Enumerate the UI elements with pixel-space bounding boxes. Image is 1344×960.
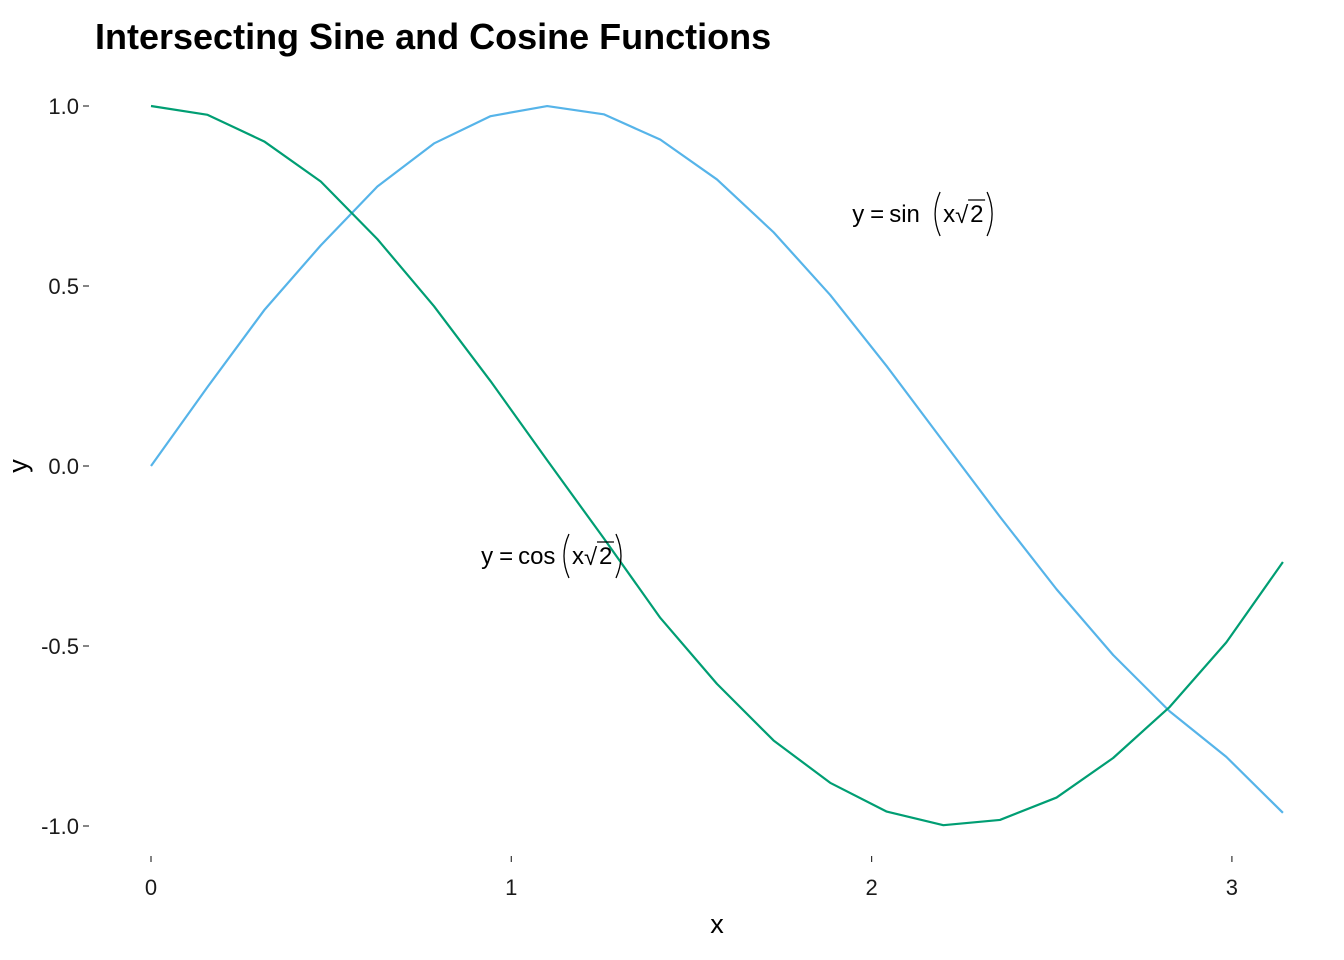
cos-point (659, 617, 661, 619)
cos-annotation-fn: cos (518, 543, 555, 570)
cos-point (829, 782, 831, 784)
cos-point (1169, 706, 1171, 708)
cos-point (999, 819, 1001, 821)
series-lines (150, 104, 1284, 827)
sin-point (999, 516, 1001, 518)
sin-point (716, 179, 718, 181)
sin-point (207, 386, 209, 388)
x-tick-label: 1 (505, 875, 517, 900)
y-tick-label: -1.0 (41, 814, 79, 839)
curve-annotations: y = sin x √ 2y = cos x √ 2 (481, 191, 993, 579)
sin-point (829, 294, 831, 296)
cos-point (490, 380, 492, 382)
sin-annotation-right-paren (986, 191, 993, 237)
cos-point (1056, 797, 1058, 799)
cos-annotation-radical: √ (584, 544, 598, 571)
cos-point (433, 305, 435, 307)
sin-annotation-lhs: y (852, 201, 864, 228)
x-tick-label: 2 (865, 875, 877, 900)
cos-point (1282, 561, 1284, 563)
sin-point (1169, 710, 1171, 712)
sin-point (433, 143, 435, 145)
y-tick-label: 1.0 (48, 94, 79, 119)
sin-point (886, 365, 888, 367)
sin-annotation-fn: sin (889, 201, 920, 228)
sin-point (603, 113, 605, 115)
sin-point (1225, 756, 1227, 758)
y-tick-label: 0.0 (48, 454, 79, 479)
chart-title: Intersecting Sine and Cosine Functions (95, 16, 771, 57)
cos-point (716, 683, 718, 685)
x-axis-ticks: 0 1 2 3 (145, 856, 1238, 900)
sin-point (659, 139, 661, 141)
y-axis-ticks: 1.0 0.5 0.0 -0.5 -1.0 (41, 94, 89, 839)
sin-point (1282, 812, 1284, 814)
sin-point (490, 115, 492, 117)
sin-point (942, 441, 944, 443)
sin-point (320, 244, 322, 246)
sin-point (546, 105, 548, 107)
x-tick-label: 3 (1226, 875, 1238, 900)
x-axis-label: x (710, 909, 724, 939)
cos-point (546, 459, 548, 461)
cos-annotation-eq: = (499, 543, 513, 570)
cos-point (263, 141, 265, 143)
cos-annotation-lhs: y (481, 543, 493, 570)
cos-point (773, 740, 775, 742)
sin-point (1056, 588, 1058, 590)
sin-annotation: y = sin x √ 2 (852, 191, 993, 237)
sin-annotation-radicand: 2 (970, 201, 983, 228)
cos-point (150, 105, 152, 107)
y-tick-label: -0.5 (41, 634, 79, 659)
cos-point (603, 537, 605, 539)
x-tick-label: 0 (145, 875, 157, 900)
cos-annotation-radicand: 2 (599, 543, 612, 570)
cos-annotation-left-paren (563, 533, 570, 579)
sin-annotation-eq: = (870, 201, 884, 228)
cos-point (376, 238, 378, 240)
cos-point (886, 811, 888, 813)
sin-point (263, 309, 265, 311)
sin-annotation-arg: x (943, 201, 955, 228)
cos-annotation-arg: x (572, 543, 584, 570)
sin-line (150, 104, 1284, 814)
cos-point (320, 181, 322, 183)
sin-point (376, 186, 378, 188)
cos-point (942, 824, 944, 826)
cos-point (1225, 642, 1227, 644)
cos-annotation: y = cos x √ 2 (481, 533, 622, 579)
sin-point (773, 231, 775, 233)
cos-point (207, 114, 209, 116)
sin-point (150, 465, 152, 467)
y-axis-label: y (3, 459, 33, 473)
cos-annotation-right-paren (615, 533, 622, 579)
sin-annotation-left-paren (934, 191, 941, 237)
sin-annotation-radical: √ (955, 202, 969, 229)
sin-point (1112, 654, 1114, 656)
cos-point (1112, 757, 1114, 759)
cos-line (150, 104, 1284, 827)
y-tick-label: 0.5 (48, 274, 79, 299)
